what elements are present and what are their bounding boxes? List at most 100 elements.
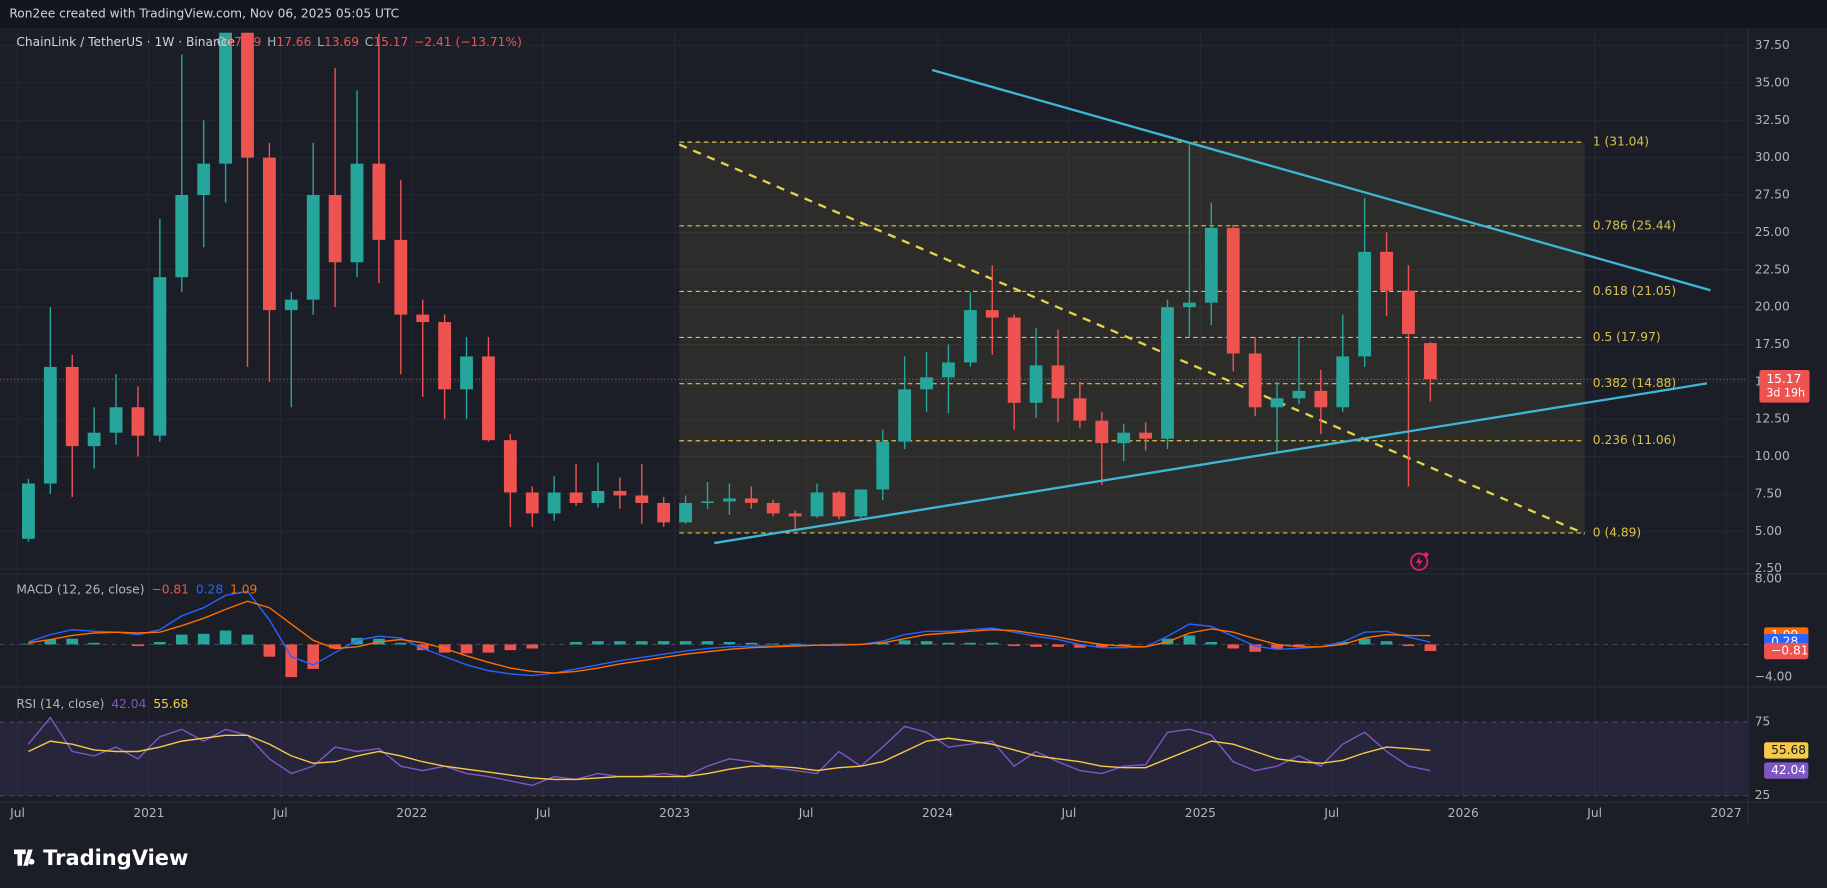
candle-body (657, 502, 671, 523)
y-tick-label: 75 (1755, 714, 1771, 728)
candle-body (350, 163, 364, 263)
histogram-bar (1095, 644, 1108, 648)
y-tick-label: 12.50 (1755, 412, 1790, 426)
candle-body (591, 490, 605, 503)
histogram-bar (1052, 644, 1064, 647)
fib-label: 0.5 (17.97) (1593, 330, 1661, 344)
candle-body (65, 366, 79, 447)
trend-line (678, 143, 1586, 535)
candle-body (1402, 290, 1415, 335)
y-tick-label: 25.00 (1755, 225, 1790, 239)
candle-body (241, 32, 254, 158)
candle-body (284, 299, 298, 311)
candle-body (1073, 398, 1087, 421)
macd-line (28, 590, 1431, 677)
candle-body (569, 492, 583, 503)
candle-body (1204, 227, 1218, 303)
histogram-bar (767, 643, 780, 645)
alert-icon[interactable] (1410, 552, 1429, 571)
symbol-name: ChainLink / TetherUS · 1W · Binance (16, 35, 235, 49)
indicator-title: RSI (14, close) (16, 696, 104, 710)
candle-body (87, 432, 101, 447)
candle-body (635, 495, 649, 503)
legend-change: −2.41 (−13.71%) (414, 35, 522, 49)
legend-value: −0.81 (151, 582, 188, 596)
y-tick-label: 22.50 (1755, 262, 1790, 276)
brand: TradingView (13, 846, 188, 870)
candle-body (109, 407, 123, 433)
price-label: 15.17 (1766, 372, 1801, 386)
candle-body (1358, 251, 1372, 357)
histogram-bar (789, 643, 801, 645)
candle-body (1007, 317, 1021, 403)
histogram-bar (964, 642, 977, 645)
candle-body (788, 513, 802, 517)
candle-body (963, 310, 977, 363)
value-label: −0.81 (1771, 644, 1808, 658)
histogram-bar (701, 641, 714, 645)
x-tick-label: 2021 (133, 806, 164, 820)
fib-label: 0.618 (21.05) (1593, 284, 1676, 298)
y-tick-label: 32.50 (1755, 113, 1790, 127)
symbol: ChainLink / TetherUS · 1W · Binance (16, 35, 235, 49)
histogram-bar (986, 642, 999, 645)
legend-value: 17.66 (276, 35, 311, 49)
candle-body (810, 492, 824, 517)
candle-body (482, 356, 495, 441)
value-label: 42.04 (1771, 763, 1806, 777)
ohlc-legend: O17.59 H17.66 L13.69 C15.17 −2.41 (−13.71%) (217, 35, 522, 49)
legend-value: 17.59 (226, 35, 261, 49)
candle-body (22, 483, 35, 539)
histogram-bar (614, 641, 626, 645)
price-box (1759, 369, 1810, 403)
x-tick-label: Jul (1586, 806, 1602, 820)
rsi-legend: RSI (14, close) 42.04 55.68 (16, 696, 188, 710)
x-tick-label: Jul (535, 806, 551, 820)
candle-body (131, 407, 145, 436)
histogram-bar (876, 642, 889, 645)
legend-value: 1.09 (230, 582, 257, 596)
histogram-bar (1074, 644, 1086, 648)
candle-body (153, 277, 167, 436)
candle-body (438, 322, 452, 390)
histogram-bar (745, 642, 758, 645)
y-tick-label: −4.00 (1755, 670, 1792, 684)
histogram-bar (351, 637, 363, 645)
y-tick-label: 8.00 (1755, 572, 1782, 586)
trend-line (931, 68, 1711, 292)
candle-body (1423, 343, 1437, 380)
x-tick-label: Jul (1323, 806, 1339, 820)
histogram-bar (635, 641, 648, 645)
x-tick-label: 2024 (922, 806, 953, 820)
histogram-bar (1205, 641, 1218, 645)
value-box (1764, 762, 1809, 779)
histogram-bar (1008, 644, 1020, 647)
candle-body (898, 389, 912, 442)
rsi-line (28, 734, 1431, 781)
fib-label: 0.786 (25.44) (1593, 218, 1676, 232)
indicator-title: MACD (12, 26, close) (16, 582, 144, 596)
histogram-bar (482, 644, 495, 653)
histogram-bar (679, 641, 692, 645)
candle-body (854, 489, 868, 517)
rsi-line (27, 716, 1431, 787)
histogram-bar (1249, 644, 1261, 652)
histogram-bar (1293, 644, 1305, 647)
candle-body (1270, 398, 1284, 408)
x-tick-label: Jul (9, 806, 25, 820)
y-tick-label: 10.00 (1755, 449, 1790, 463)
candle-body (1183, 302, 1196, 308)
fib-label: 0.382 (14.88) (1593, 376, 1676, 390)
y-tick-label: 17.50 (1755, 337, 1790, 351)
candle-body (525, 492, 539, 514)
x-tick-label: 2025 (1185, 806, 1216, 820)
candle-body (1139, 432, 1153, 439)
fib-label: 0 (4.89) (1593, 525, 1641, 539)
histogram-bar (526, 644, 539, 649)
candle-body (942, 362, 955, 378)
candle-body (394, 239, 408, 315)
histogram-bar (1227, 644, 1240, 649)
candle-body (306, 195, 320, 300)
candle-body (372, 163, 386, 240)
fibonacci: 1 (31.04) 0.786 (25.44) 0.618 (21.05) 0.5 (… (679, 135, 1676, 539)
